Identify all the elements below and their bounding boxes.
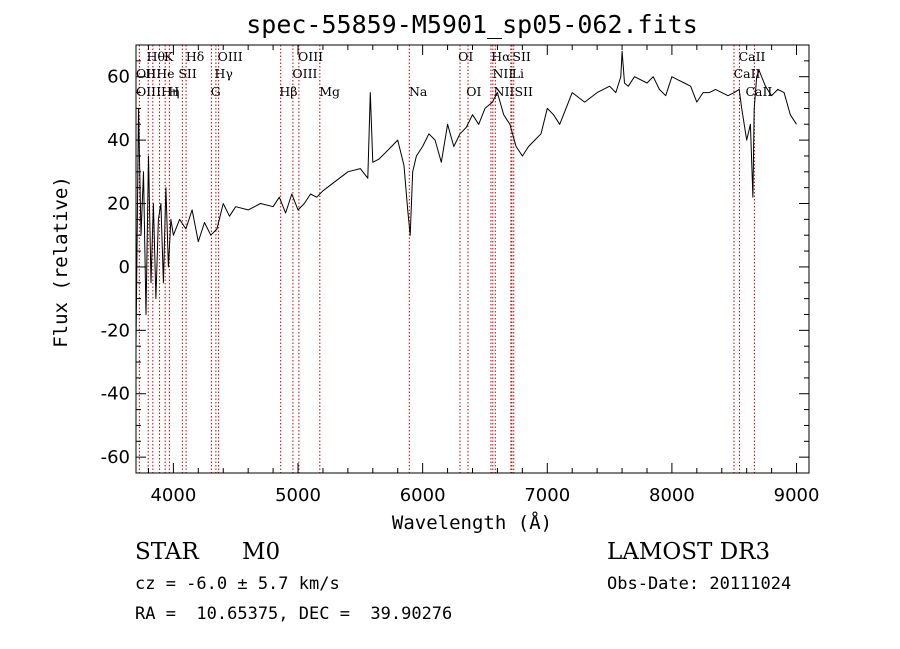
- x-tick-label: 4000: [150, 485, 196, 506]
- y-axis-label: Flux (relative): [50, 176, 72, 348]
- x-tick-label: 5000: [275, 485, 321, 506]
- axis-ticks: 4000 5000 6000 7000 8000 9000 -60 -40 -20 0 20 40 60: [101, 44, 820, 506]
- line-label: OI: [458, 49, 473, 64]
- line-label: Hβ: [279, 84, 297, 99]
- x-tick-label: 7000: [524, 485, 570, 506]
- line-label: Hθ: [147, 49, 165, 64]
- spectral-line-markers: [138, 45, 755, 473]
- spectrum-series: [135, 50, 797, 347]
- line-label: OII: [136, 66, 156, 81]
- chart-title: spec-55859-M5901_sp05-062.fits: [246, 10, 698, 39]
- line-label: CaII: [739, 49, 766, 64]
- redshift-cz: cz = -6.0 ± 5.7 km/s: [135, 574, 340, 594]
- line-label: Hγ: [215, 66, 233, 81]
- y-tick-label: -20: [101, 320, 130, 341]
- line-label: OIII: [292, 66, 317, 81]
- y-tick-label: 60: [107, 67, 130, 88]
- plot-frame: [135, 44, 810, 474]
- line-label: HHe: [145, 66, 174, 81]
- line-label: H: [168, 84, 179, 99]
- survey-name: LAMOST DR3: [607, 539, 771, 565]
- x-axis-label: Wavelength (Å): [392, 511, 552, 534]
- line-label: SII: [512, 49, 531, 64]
- line-label: Li: [512, 66, 524, 81]
- object-class: STAR: [135, 539, 199, 565]
- line-label: CaII: [745, 84, 772, 99]
- y-tick-label: 40: [107, 130, 130, 151]
- spectrum-line: [135, 50, 797, 347]
- line-label: K: [164, 49, 174, 64]
- line-label: NIISII: [494, 84, 533, 99]
- line-label: Hα: [491, 49, 511, 64]
- x-tick-label: 8000: [649, 485, 695, 506]
- x-tick-label: 6000: [400, 485, 446, 506]
- coordinates: RA = 10.65375, DEC = 39.90276: [135, 604, 453, 624]
- observation-date: Obs-Date: 20111024: [607, 574, 792, 594]
- line-label: OIII: [218, 49, 243, 64]
- line-label: Hδ: [186, 49, 204, 64]
- line-label: CaII: [734, 66, 761, 81]
- object-subclass: M0: [242, 539, 281, 565]
- y-tick-label: -60: [101, 447, 130, 468]
- y-tick-label: 0: [119, 257, 130, 278]
- line-label: SII: [178, 66, 197, 81]
- line-label: Na: [409, 84, 428, 99]
- x-tick-label: 9000: [774, 485, 820, 506]
- y-tick-label: 20: [107, 194, 130, 215]
- line-label: OI: [466, 84, 481, 99]
- line-label: OIIIHη: [136, 84, 179, 99]
- y-tick-label: -40: [101, 384, 130, 405]
- line-label: NII: [492, 66, 513, 81]
- line-label: Mg: [319, 84, 340, 99]
- line-label: G: [211, 84, 221, 99]
- line-label: OIII: [298, 49, 323, 64]
